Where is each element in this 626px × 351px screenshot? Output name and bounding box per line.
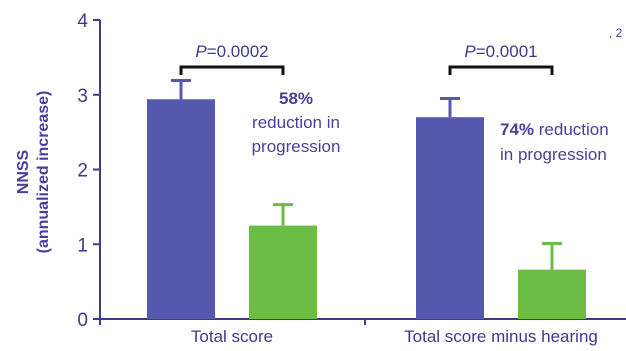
y-tick-label: 2 xyxy=(77,161,88,182)
annotation-percent: 74% xyxy=(500,120,534,139)
y-axis-label-line2: (annualized increase) xyxy=(35,91,52,254)
bar xyxy=(518,269,586,319)
annotation-line: 74% reduction xyxy=(500,120,609,139)
annotations: 58% reduction in progression 74% reduction i… xyxy=(252,89,609,164)
bars xyxy=(147,99,586,319)
annotation-text: reduction in xyxy=(252,113,340,132)
y-axis-label-group: NNSS (annualized increase) xyxy=(15,91,52,254)
annotation-line: in progression xyxy=(500,145,607,164)
p-value-label: P=0.0001 xyxy=(464,42,537,61)
y-tick-label: 1 xyxy=(77,235,88,256)
p-value-label: P=0.0002 xyxy=(195,42,268,61)
p-value-number: =0.0001 xyxy=(476,42,538,61)
p-value-symbol: P xyxy=(464,42,476,61)
y-axis-label-line1: NNSS xyxy=(15,149,32,194)
annotation-text: in progression xyxy=(500,145,607,164)
annotation-line: progression xyxy=(252,137,341,156)
annotation-line: 58% xyxy=(279,89,313,108)
y-tick-label: 4 xyxy=(77,11,88,32)
error-bars xyxy=(171,79,562,270)
bar xyxy=(416,117,484,319)
annotation-line: reduction in xyxy=(252,113,340,132)
significance-bracket xyxy=(448,65,554,75)
p-value-number: =0.0002 xyxy=(207,42,269,61)
bar xyxy=(147,99,215,319)
bar xyxy=(249,225,317,319)
significance-bracket xyxy=(179,65,285,75)
x-category-label: Total score xyxy=(191,327,273,346)
annotation-text: progression xyxy=(252,137,341,156)
significance-brackets: P=0.0002 P=0.0001 xyxy=(179,42,554,75)
annotation-text: reduction xyxy=(534,120,609,139)
annotation-percent: 58% xyxy=(279,89,313,108)
superscript-reference: , 2 xyxy=(609,26,623,40)
y-tick-label: 3 xyxy=(77,86,88,107)
y-tick-label: 0 xyxy=(77,310,88,331)
x-category-label: Total score minus hearing xyxy=(404,327,598,346)
p-value-symbol: P xyxy=(195,42,207,61)
